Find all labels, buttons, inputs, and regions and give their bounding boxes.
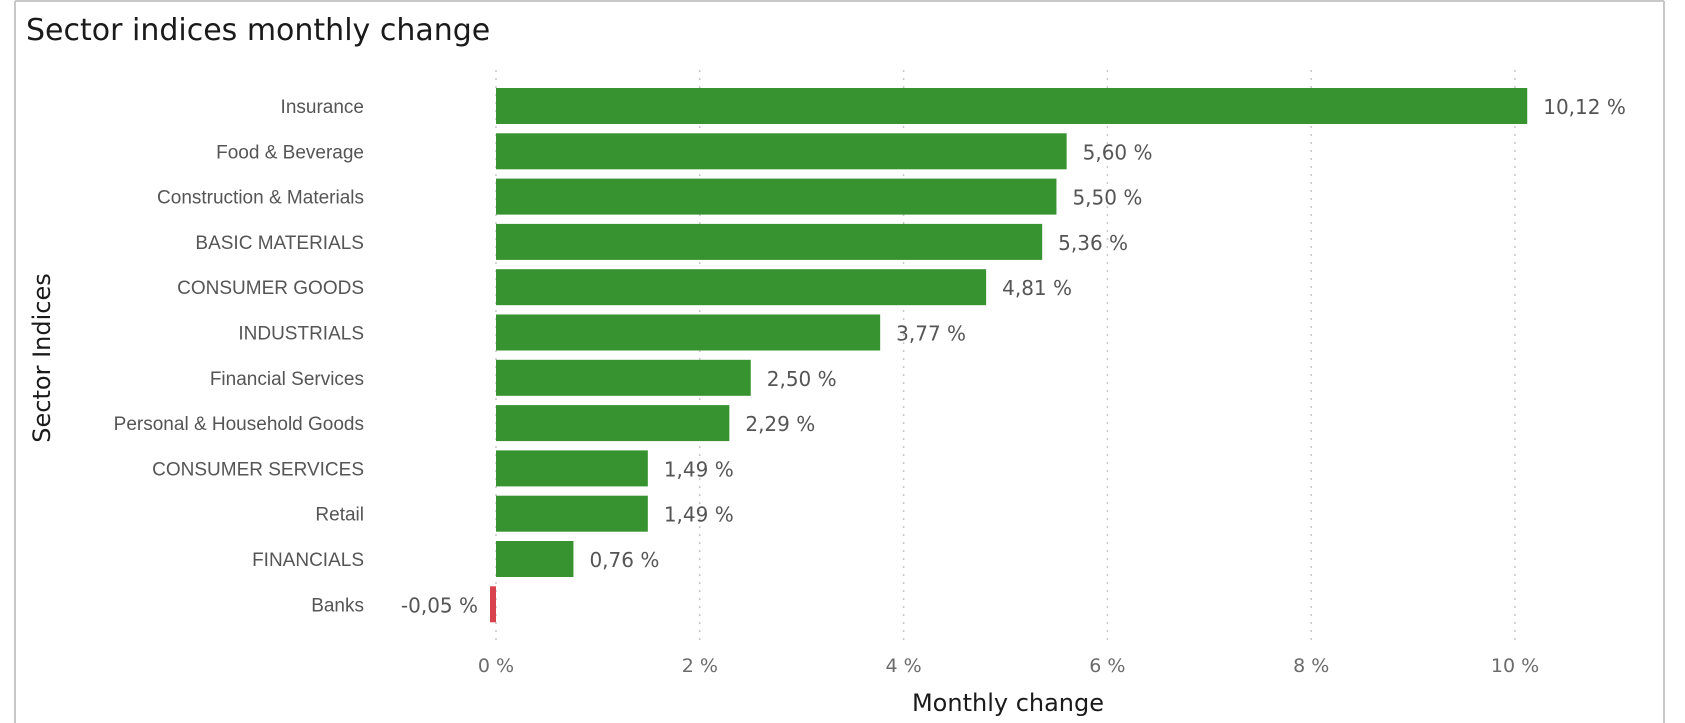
category-label: Construction & Materials	[157, 188, 364, 209]
category-label: Banks	[311, 595, 364, 616]
bar	[496, 223, 1043, 260]
x-tick-label: 8 %	[1293, 655, 1329, 677]
category-label: BASIC MATERIALS	[195, 233, 364, 254]
category-label: Personal & Household Goods	[114, 414, 364, 435]
category-label: Insurance	[281, 97, 364, 118]
value-label: 3,77 %	[896, 322, 966, 346]
bar	[496, 88, 1528, 124]
value-label: 5,36 %	[1058, 231, 1128, 255]
value-label: 4,81 %	[1002, 276, 1072, 300]
category-label: Food & Beverage	[216, 142, 364, 163]
bar	[496, 450, 648, 487]
value-label: 1,49 %	[664, 457, 734, 481]
y-axis-title: Sector Indices	[28, 273, 56, 442]
bar	[496, 178, 1057, 215]
x-axis-title: Monthly change	[912, 689, 1104, 717]
y-axis-categories: Insurance Food & Beverage Construction & M…	[114, 97, 364, 616]
category-label: CONSUMER SERVICES	[152, 459, 364, 480]
value-label: 5,50 %	[1072, 186, 1142, 210]
category-label: CONSUMER GOODS	[177, 278, 364, 299]
category-label: INDUSTRIALS	[238, 324, 364, 345]
bar	[496, 133, 1067, 170]
x-tick-label: 0 %	[478, 655, 514, 677]
value-label: 0,76 %	[589, 548, 659, 572]
bar	[490, 586, 496, 623]
data-labels: 10,12 % 5,60 % 5,50 % 5,36 % 4,81 % 3,77 % 2,5…	[401, 95, 1626, 617]
x-tick-label: 10 %	[1491, 655, 1539, 677]
bar	[496, 405, 730, 442]
chart-title: Sector indices monthly change	[26, 13, 490, 48]
bar	[496, 495, 648, 532]
value-label: 2,29 %	[745, 412, 815, 436]
category-label: Retail	[315, 505, 364, 526]
x-tick-label: 6 %	[1089, 655, 1125, 677]
category-label: FINANCIALS	[252, 550, 364, 571]
x-axis-ticks: 0 % 2 % 4 % 6 % 8 % 10 %	[478, 655, 1539, 677]
value-label: 1,49 %	[664, 503, 734, 527]
bars	[490, 88, 1528, 623]
bar	[496, 541, 574, 577]
x-tick-label: 2 %	[682, 655, 718, 677]
bar	[496, 314, 881, 351]
value-label: 2,50 %	[767, 367, 837, 391]
x-tick-label: 4 %	[886, 655, 922, 677]
bar	[496, 269, 987, 306]
category-label: Financial Services	[210, 369, 364, 390]
value-label: 5,60 %	[1083, 140, 1153, 164]
value-label: -0,05 %	[401, 593, 478, 617]
bar	[496, 359, 751, 396]
value-label: 10,12 %	[1543, 95, 1626, 119]
